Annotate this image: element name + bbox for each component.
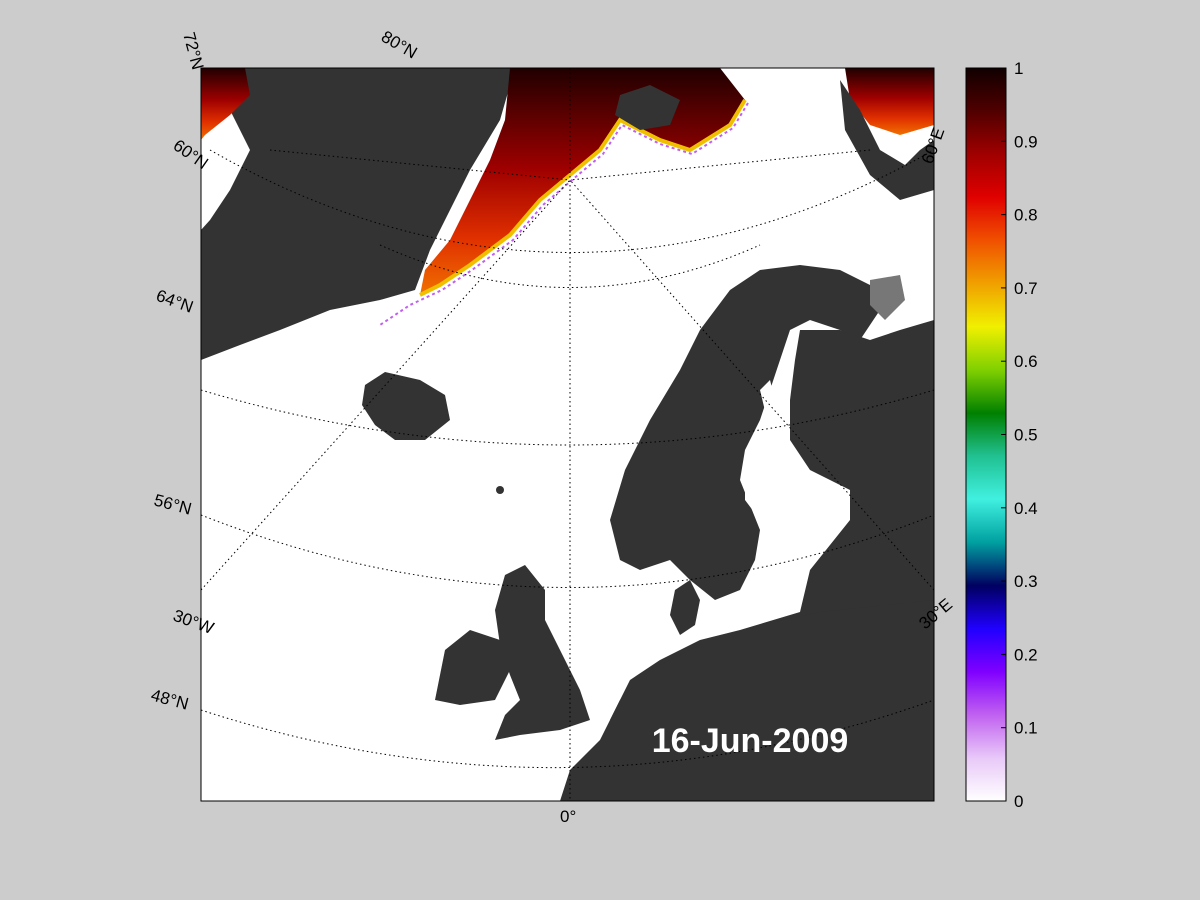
sea-ice-kara [845, 68, 934, 135]
iceland-landmass [362, 372, 450, 440]
great-britain-landmass [495, 565, 590, 740]
map-panel: 16-Jun-2009 [201, 68, 934, 801]
lat-label-64n: 64°N [154, 286, 196, 317]
novaya-zemlya-landmass [840, 80, 934, 200]
meridian-30e [569, 179, 934, 591]
ireland-landmass [435, 630, 510, 705]
map-border [200, 67, 935, 802]
parallel-64n [201, 389, 934, 446]
sea-ice-baffin [201, 68, 250, 140]
parallel-72n [209, 149, 934, 253]
baltic-sea [750, 500, 840, 620]
colorbar-tick-label: 0.1 [1014, 719, 1038, 738]
lat-label-48n: 48°N [149, 686, 191, 714]
colorbar-gradient [965, 67, 1007, 802]
colorbar-tick-label: 0.3 [1014, 572, 1038, 591]
ice-edge-band [419, 98, 747, 297]
meridian-60e [569, 149, 871, 181]
svalbard-landmass [615, 85, 680, 130]
faroe-islands [496, 486, 504, 494]
colorbar-tick-label: 0.4 [1014, 499, 1038, 518]
graticule [201, 68, 934, 801]
gulf-of-bothnia [745, 380, 775, 520]
lat-label-56n: 56°N [152, 491, 194, 519]
colorbar-tick-label: 0.2 [1014, 645, 1038, 664]
denmark-landmass [670, 580, 700, 635]
colorbar-tick-label: 0.6 [1014, 352, 1038, 371]
colorbar-tick-label: 0 [1014, 792, 1023, 811]
ice-low-concentration-edge [379, 102, 749, 326]
colorbar-ticks: 1 0.9 0.8 0.7 0.6 0.5 0.4 0.3 0.2 0.1 0 [1001, 59, 1038, 811]
lat-label-72n: 72°N [179, 30, 207, 72]
colorbar-tick-label: 1 [1014, 59, 1023, 78]
meridian-30w [201, 179, 571, 591]
lat-label-80n: 80°N [378, 27, 420, 62]
white-sea [870, 275, 905, 320]
parallel-80n [379, 244, 761, 288]
colorbar-tick-label: 0.7 [1014, 279, 1038, 298]
colorbar-tick-label: 0.8 [1014, 206, 1038, 225]
colorbar-tick-label: 0.9 [1014, 132, 1038, 151]
parallel-48n [201, 699, 934, 769]
colorbar-tick-label: 0.5 [1014, 426, 1038, 445]
continental-europe-landmass [560, 600, 934, 801]
greenland-landmass [201, 68, 515, 360]
lon-label-0: 0° [560, 807, 576, 826]
colorbar: 1 0.9 0.8 0.7 0.6 0.5 0.4 0.3 0.2 0.1 0 [965, 59, 1038, 811]
meridian-60w [269, 149, 571, 181]
date-label: 16-Jun-2009 [652, 722, 849, 760]
